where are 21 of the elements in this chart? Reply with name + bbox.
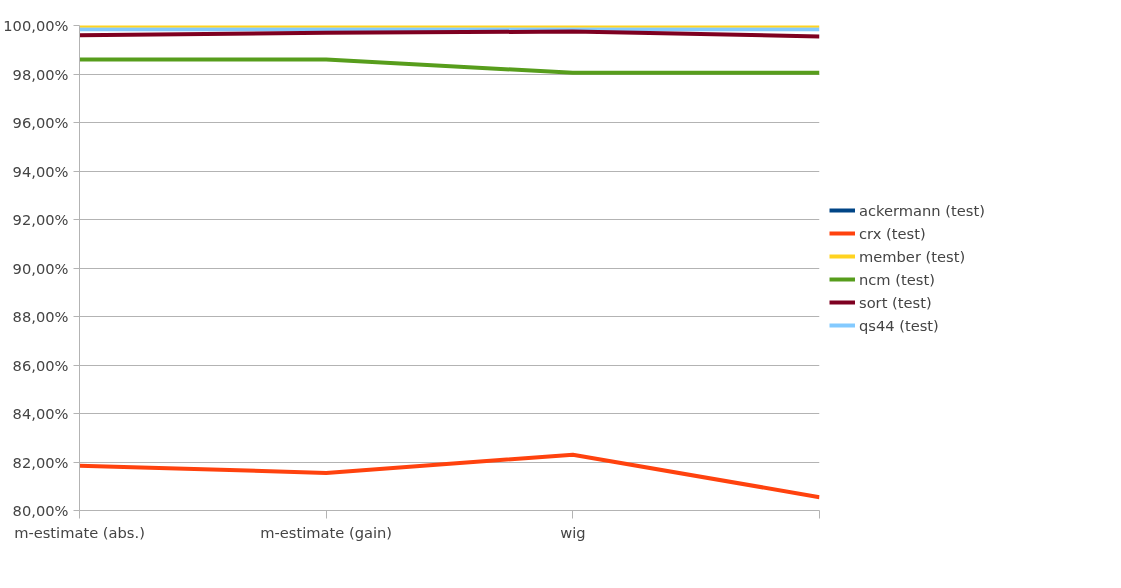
x-tick-label: wig [560,523,586,541]
legend-label: sort (test) [859,293,932,311]
y-tick-label: 84,00% [12,405,69,422]
legend-label: qs44 (test) [859,316,939,334]
y-tick-label: 80,00% [12,502,69,519]
line-series [79,452,820,500]
y-tick-label: 86,00% [12,356,69,374]
y-tick-label: 90,00% [12,259,69,277]
y-tick-label: 100,00% [3,17,69,34]
y-tick-label: 98,00% [12,65,69,83]
legend-label: ackermann (test) [859,201,985,219]
y-tick-label: 82,00% [12,453,69,471]
x-tick-label: m-estimate (gain) [260,523,393,541]
y-tick-label: 88,00% [12,308,69,325]
legend-label: member (test) [859,247,966,265]
y-tick-label: 92,00% [12,211,69,228]
x-tick-label: m-estimate (abs.) [14,523,145,541]
y-tick-label: 94,00% [12,162,69,180]
y-tick-label: 96,00% [12,114,69,131]
legend-label: ncm (test) [859,270,935,288]
legend-label: crx (test) [859,224,926,242]
